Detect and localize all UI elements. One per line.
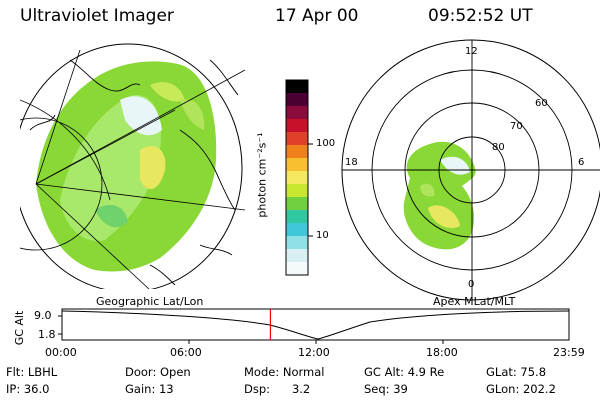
colorbar-segment: [286, 236, 308, 250]
polar-label-12: 12: [465, 46, 478, 57]
colorbar-segment: [286, 223, 308, 237]
seq-info: Seq: 39: [364, 382, 408, 396]
filter-info: Flt: LBHL: [6, 365, 58, 379]
glon-info: GLon: 202.2: [486, 382, 556, 396]
colorbar: [286, 80, 308, 276]
mode-info: Mode: Normal: [244, 365, 325, 379]
apex-label: Apex MLat/MLT: [433, 295, 516, 308]
y-tick-top: 9.0: [34, 309, 52, 322]
x-tick-0600: 06:00: [170, 346, 202, 359]
colorbar-segment: [286, 262, 308, 276]
colorbar-unit-label: photon cm⁻²s⁻¹: [255, 132, 269, 218]
colorbar-segment: [286, 171, 308, 185]
geographic-label: Geographic Lat/Lon: [96, 295, 204, 308]
colorbar-segment: [286, 132, 308, 146]
colorbar-segment: [286, 80, 308, 94]
colorbar-tick-100: 100: [316, 138, 336, 149]
gc-alt-axis-label: GC Alt: [12, 310, 26, 346]
image-title: Ultraviolet Imager: [20, 6, 174, 26]
x-tick-0000: 00:00: [45, 346, 77, 359]
colorbar-segment: [286, 119, 308, 133]
polar-label-70: 70: [510, 121, 523, 132]
x-tick-1200: 12:00: [298, 346, 330, 359]
polar-label-0: 0: [468, 279, 475, 290]
polar-label-6: 6: [578, 157, 585, 168]
colorbar-segment: [286, 145, 308, 159]
coastline: [69, 59, 236, 286]
polar-plot: [341, 39, 600, 301]
colorbar-segment: [286, 93, 308, 107]
altitude-curve: [61, 310, 570, 340]
colorbar-segment: [286, 210, 308, 224]
colorbar-segment: [286, 158, 308, 172]
colorbar-tick-10: 10: [316, 230, 329, 241]
door-info: Door: Open: [125, 365, 191, 379]
polar-label-18: 18: [345, 157, 358, 168]
colorbar-segment: [286, 249, 308, 263]
image-date: 17 Apr 00: [275, 6, 359, 26]
colorbar-segment: [286, 197, 308, 211]
gc-alt-info: GC Alt: 4.9 Re: [364, 365, 445, 379]
dsp-info: Dsp: 3.2: [244, 382, 311, 396]
y-tick-bottom: 1.8: [38, 328, 56, 341]
colorbar-segment: [286, 106, 308, 120]
geographic-map: [20, 43, 246, 289]
ip-info: IP: 36.0: [6, 382, 50, 396]
polar-label-60: 60: [535, 98, 548, 109]
colorbar-segment: [286, 184, 308, 198]
x-tick-2359: 23:59: [553, 346, 585, 359]
aurora-oval: [403, 141, 476, 250]
image-time: 09:52:52 UT: [428, 6, 533, 26]
timeline-plot: [58, 308, 570, 344]
glat-info: GLat: 75.8: [486, 365, 547, 379]
gain-info: Gain: 13: [125, 382, 174, 396]
x-tick-1800: 18:00: [426, 346, 458, 359]
polar-label-80: 80: [492, 142, 505, 153]
